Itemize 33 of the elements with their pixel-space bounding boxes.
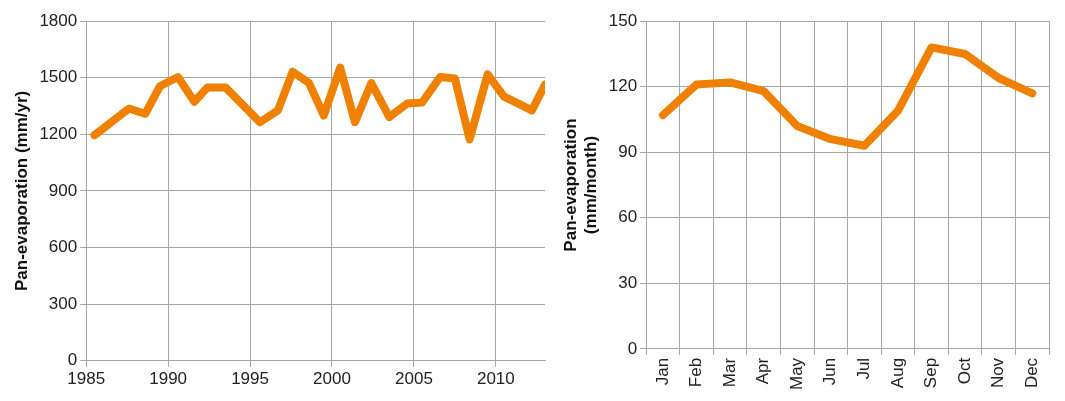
- y-tick-label: 90: [618, 141, 638, 161]
- x-tick-label: Jan: [652, 357, 672, 386]
- y-tick-label: 0: [627, 338, 638, 358]
- y-tick-label: 120: [608, 76, 638, 96]
- y-axis-title: Pan-evaporation (mm/yr): [11, 90, 31, 292]
- x-tick-label: Mar: [719, 357, 739, 388]
- y-tick-label: 0: [67, 350, 78, 370]
- x-tick-label: Jul: [854, 357, 874, 380]
- y-tick-label: 150: [608, 10, 638, 30]
- y-tick-label: 1500: [39, 67, 78, 87]
- y-tick-label: 300: [48, 293, 78, 313]
- x-tick-label: Jun: [820, 357, 840, 386]
- x-tick-label: 1985: [67, 369, 106, 389]
- x-tick-label: Nov: [988, 357, 1008, 389]
- x-tick-label: 1990: [149, 369, 188, 389]
- y-tick-label: 900: [48, 180, 78, 200]
- x-tick-label: 2010: [476, 369, 515, 389]
- x-tick-label: Sep: [921, 357, 941, 389]
- x-tick-label: 2000: [313, 369, 351, 389]
- x-tick-label: May: [786, 357, 806, 391]
- y-tick-label: 1200: [39, 124, 78, 144]
- y-axis-title: Pan-evaporation (mm/month): [560, 118, 601, 252]
- x-tick-label: Aug: [887, 357, 907, 389]
- x-tick-label: 1995: [231, 369, 269, 389]
- y-tick-label: 60: [618, 207, 638, 227]
- y-tick-label: 30: [618, 273, 638, 293]
- x-tick-label: Oct: [954, 357, 974, 385]
- y-tick-label: 1800: [39, 10, 78, 30]
- x-tick-label: 2005: [395, 369, 433, 389]
- x-tick-label: Apr: [753, 357, 773, 385]
- x-tick-label: Feb: [686, 357, 706, 388]
- y-tick-label: 600: [48, 237, 78, 257]
- x-tick-label: Dec: [1021, 357, 1041, 389]
